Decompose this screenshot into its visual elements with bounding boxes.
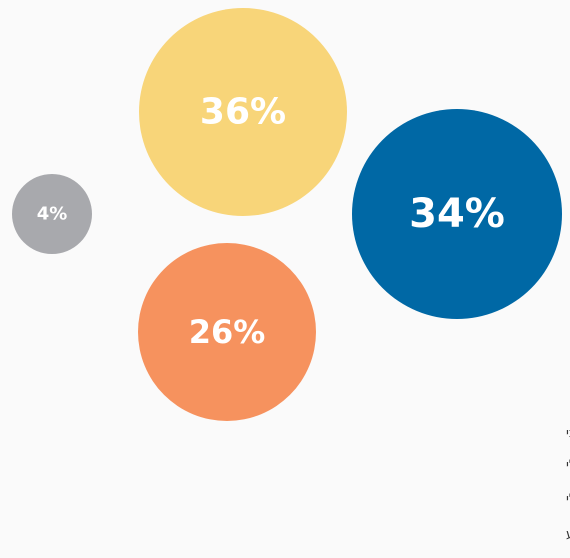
- bubbles: 34% 36% 26% 4%: [12, 8, 562, 421]
- bubble-2: [139, 8, 347, 216]
- legend-entry-2: ניטרלי: [566, 458, 570, 473]
- bubble-label-1: 34%: [409, 191, 505, 237]
- bubble-4: [12, 174, 92, 254]
- bubble-label-4: 4%: [37, 204, 68, 225]
- bubble-1: [352, 109, 562, 319]
- legend-entry-1: חיובי מאוד או די חיובי: [566, 426, 570, 441]
- bubble-3: [138, 243, 316, 421]
- bubble-label-3: 26%: [189, 313, 266, 351]
- legend-entry-3: שלילי מאוד או די שלילי: [566, 492, 570, 507]
- legend: חיובי מאוד או די חיובי ניטרלי שלילי מאוד א…: [566, 426, 570, 542]
- legend-entry-4: לא יודע: [566, 527, 570, 542]
- bubble-label-2: 36%: [200, 92, 286, 133]
